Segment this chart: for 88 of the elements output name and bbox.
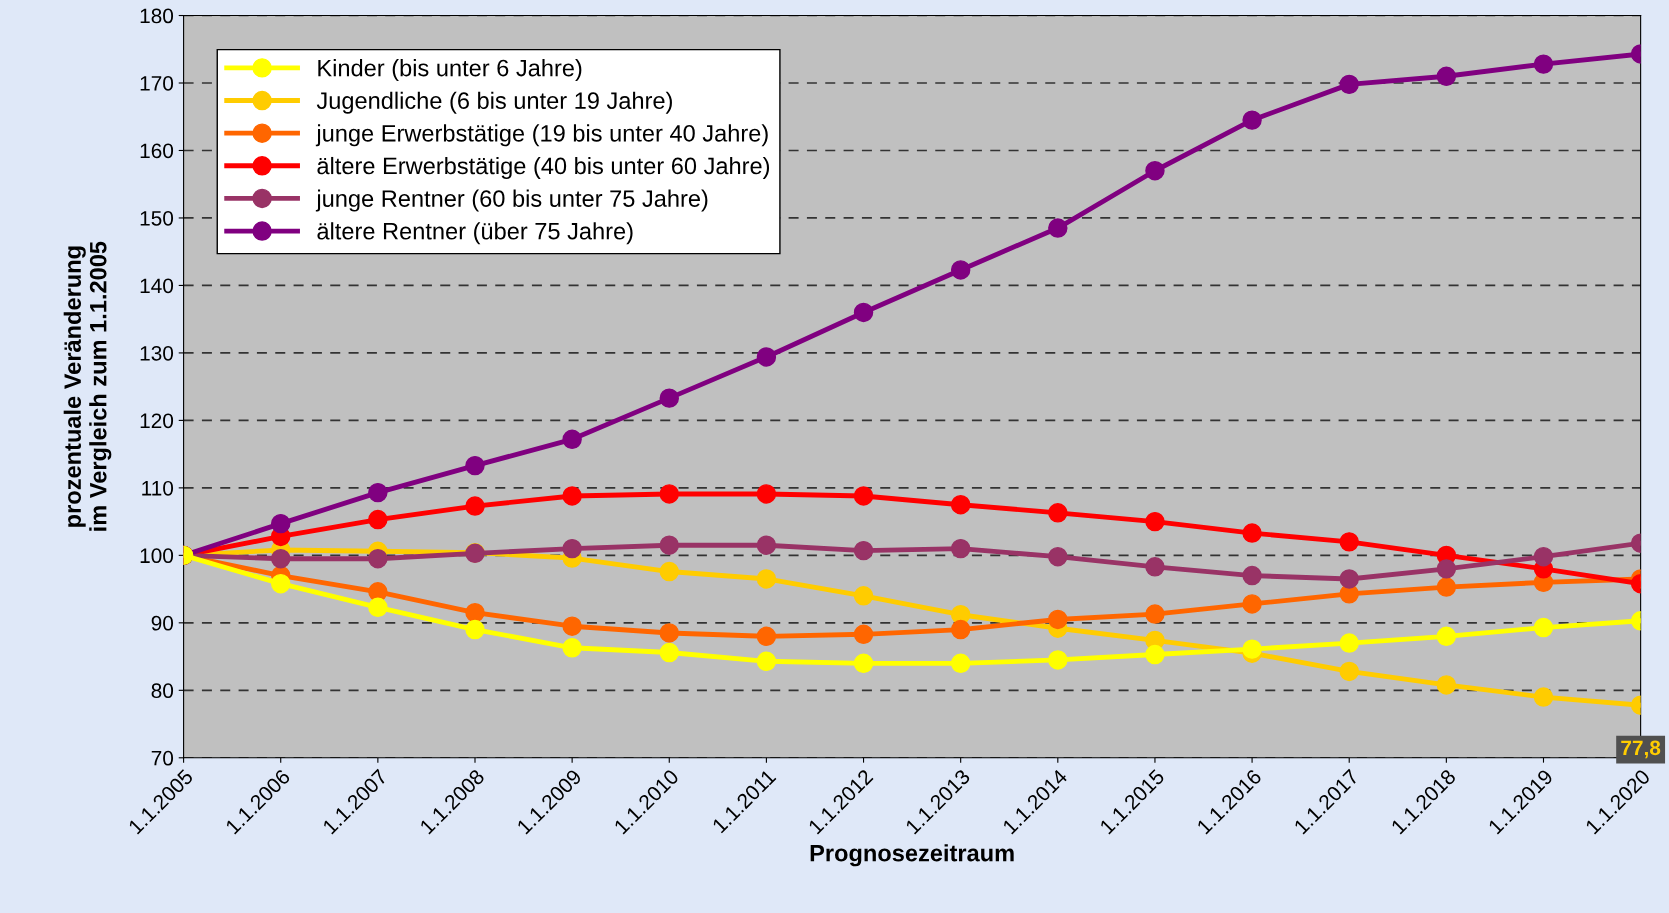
point <box>853 586 874 606</box>
point <box>1242 594 1262 614</box>
point <box>756 569 777 589</box>
y-tick-label: 150 <box>140 210 174 226</box>
point <box>756 535 777 555</box>
point <box>368 549 388 569</box>
point <box>950 653 971 674</box>
point <box>368 509 388 530</box>
y-tick-label: 80 <box>151 683 174 699</box>
point <box>1145 644 1165 665</box>
point <box>756 651 777 672</box>
point <box>271 573 291 594</box>
point <box>950 495 971 515</box>
point <box>659 623 679 643</box>
data-label: 77,8 <box>1621 740 1661 759</box>
point <box>1339 633 1359 653</box>
point <box>659 642 679 663</box>
point <box>950 260 971 280</box>
legend-label: Kinder (bis unter 6 Jahre) <box>318 59 582 82</box>
point <box>368 482 388 503</box>
y-tick-label: 90 <box>151 615 174 631</box>
y-tick-label: 170 <box>140 76 174 91</box>
point <box>1436 675 1457 695</box>
point <box>1048 609 1068 630</box>
point <box>659 388 679 408</box>
point <box>1436 626 1457 647</box>
point <box>465 496 485 516</box>
point <box>1533 687 1554 707</box>
point <box>562 486 582 506</box>
point <box>1048 546 1068 567</box>
point <box>271 513 291 534</box>
point <box>1533 617 1554 638</box>
point <box>1533 54 1554 74</box>
point <box>1048 650 1068 670</box>
point <box>1533 546 1554 567</box>
legend-label: junge Erwerbstätige (19 bis unter 40 Jahre) <box>315 124 768 147</box>
point <box>1145 511 1165 532</box>
point <box>368 597 388 618</box>
y-tick-label: 140 <box>140 278 174 294</box>
point <box>950 619 971 640</box>
point <box>1048 503 1068 523</box>
y-tick-label: 160 <box>140 143 174 159</box>
point <box>562 429 582 450</box>
point <box>271 549 291 569</box>
point <box>1048 218 1068 238</box>
point <box>1145 160 1165 181</box>
point <box>659 561 679 582</box>
y-tick-label: 120 <box>140 413 174 429</box>
point <box>562 638 582 658</box>
point <box>465 619 485 640</box>
x-axis-title: Prognosezeitraum <box>810 844 1014 867</box>
point <box>756 484 777 504</box>
point <box>853 624 874 645</box>
point <box>756 626 777 647</box>
point <box>1339 569 1359 589</box>
y-axis-title: prozentuale Veränderung im Vergleich zum 1.1.2005 <box>63 241 112 531</box>
point <box>1436 559 1457 579</box>
y-tick-label: 180 <box>140 8 174 24</box>
point <box>562 538 582 559</box>
point <box>756 347 777 367</box>
point <box>465 455 485 476</box>
point <box>853 540 874 561</box>
point <box>1339 74 1359 95</box>
point <box>1339 532 1359 552</box>
point <box>1339 661 1359 682</box>
point <box>1145 604 1165 624</box>
point <box>853 302 874 323</box>
y-tick-label: 100 <box>140 548 174 564</box>
point <box>853 486 874 506</box>
legend-label: ältere Erwerbstätige (40 bis unter 60 Jahre) <box>317 156 770 179</box>
legend-label: Jugendliche (6 bis unter 19 Jahre) <box>316 91 672 114</box>
legend-label: ältere Rentner (über 75 Jahre) <box>317 222 633 245</box>
point <box>950 538 971 559</box>
y-tick-label: 110 <box>142 480 174 496</box>
point <box>1242 523 1262 543</box>
y-tick-label: 130 <box>140 345 174 361</box>
point <box>562 616 582 636</box>
y-tick-label: 70 <box>151 750 174 766</box>
point <box>659 484 679 504</box>
point <box>659 535 679 555</box>
point <box>1436 66 1457 86</box>
legend-label: junge Rentner (60 bis unter 75 Jahre) <box>315 189 708 212</box>
point <box>1242 110 1262 130</box>
point <box>1145 557 1165 577</box>
point <box>1436 577 1457 597</box>
point <box>465 602 485 623</box>
point <box>853 653 874 674</box>
point <box>1242 565 1262 586</box>
